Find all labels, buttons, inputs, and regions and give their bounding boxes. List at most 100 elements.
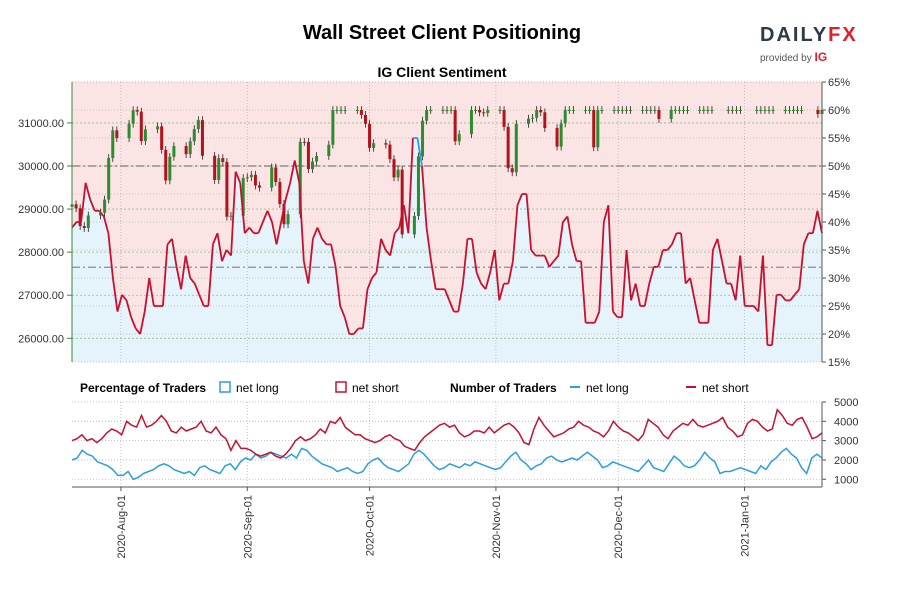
- sentiment-line-segment: [80, 182, 87, 223]
- sentiment-line-segment: [621, 249, 628, 318]
- sentiment-line-segment: [307, 238, 314, 284]
- candle-body: [213, 155, 217, 180]
- candle-body: [588, 110, 592, 111]
- sentiment-line-segment: [275, 221, 282, 245]
- candle-body: [571, 110, 575, 111]
- candle-body: [539, 110, 543, 113]
- y-right-tick-label: 25%: [828, 301, 850, 313]
- x-tick-label: 2020-Nov-01: [491, 495, 503, 559]
- candle-body: [188, 141, 192, 155]
- sentiment-line-segment: [498, 283, 505, 301]
- sentiment-line-segment: [421, 165, 428, 228]
- sentiment-line-segment: [489, 249, 496, 273]
- sentiment-line-segment: [262, 210, 269, 223]
- candle-body: [400, 169, 404, 235]
- sentiment-line-segment: [389, 233, 396, 256]
- candle-body: [763, 110, 767, 111]
- sentiment-line-segment: [593, 311, 601, 324]
- sentiment-line-segment: [689, 277, 696, 301]
- x-tick-label: 2020-Oct-01: [365, 495, 377, 556]
- candle-body: [698, 110, 702, 111]
- candle-body: [416, 156, 420, 216]
- candle-body: [453, 110, 457, 142]
- net-short-area: [72, 82, 822, 346]
- candle-body: [368, 123, 372, 148]
- y-right-tick-label: 50%: [828, 161, 850, 173]
- candle-body: [771, 110, 775, 111]
- candle-body: [816, 110, 820, 115]
- candle-body: [131, 110, 135, 124]
- sentiment-line-segment: [707, 249, 714, 323]
- candle-body: [616, 110, 620, 111]
- candle-body: [86, 215, 90, 229]
- candle-body: [669, 110, 673, 119]
- sentiment-line-segment: [734, 255, 742, 301]
- sentiment-line-segment: [316, 227, 323, 240]
- candle-body: [478, 110, 482, 113]
- sentiment-line-segment: [543, 255, 551, 268]
- sentiment-line-segment: [716, 238, 723, 262]
- sentiment-line-segment: [648, 266, 655, 284]
- sentiment-line-segment: [234, 171, 242, 184]
- candle-body: [143, 129, 147, 142]
- sentiment-line-segment: [634, 283, 642, 307]
- candle-body: [286, 214, 290, 225]
- y-right-tick-label: 30%: [828, 273, 850, 285]
- sentiment-line-segment: [762, 255, 769, 346]
- sentiment-line-segment: [162, 244, 169, 307]
- candle-body: [241, 178, 245, 216]
- logo-brand-left: DAILY: [760, 24, 829, 46]
- candle-body: [645, 110, 649, 111]
- candle-body: [172, 146, 176, 157]
- sentiment-line-segment: [148, 277, 155, 307]
- logo-ig: IG: [814, 50, 828, 64]
- sentiment-line-segment: [121, 294, 128, 301]
- candle-body: [482, 112, 486, 114]
- candle-body: [706, 110, 710, 111]
- sentiment-line-segment: [771, 294, 778, 346]
- sentiment-line-segment: [143, 277, 151, 312]
- y-right-tick-label: 55%: [828, 133, 850, 145]
- sentiment-line-segment: [462, 238, 469, 284]
- candle-body: [796, 110, 800, 111]
- legend-pct-short-swatch: [335, 381, 347, 393]
- sentiment-line-segment: [548, 260, 555, 268]
- net-long-area: [72, 138, 822, 362]
- sentiment-line-segment: [493, 249, 501, 301]
- candle-body: [363, 114, 367, 124]
- sentiment-line-segment: [484, 272, 492, 290]
- y-left-tick-label: 30000.00: [18, 161, 64, 173]
- candle-body: [449, 110, 453, 111]
- count-line-net-long: [71, 447, 823, 481]
- candle-body: [702, 110, 706, 111]
- sentiment-line-segment: [507, 261, 514, 284]
- y-left-tick-label: 27000.00: [18, 290, 64, 302]
- sentiment-line-segment: [384, 249, 391, 257]
- sentiment-line-segment: [289, 160, 296, 183]
- candle-body: [567, 110, 571, 111]
- sentiment-line-segment: [402, 205, 410, 234]
- candle-body: [82, 226, 86, 229]
- candle-body: [535, 110, 539, 118]
- candle-body: [584, 110, 588, 111]
- sentiment-line-segment: [812, 210, 819, 234]
- candle-body: [677, 110, 681, 111]
- candle-body: [514, 123, 518, 173]
- sentiment-line-segment: [571, 244, 578, 262]
- sentiment-line-segment: [175, 266, 182, 290]
- candle-body: [335, 110, 339, 111]
- candle-body: [99, 212, 103, 216]
- sentiment-line-segment: [816, 210, 823, 234]
- legend-pct-long: net long: [236, 381, 279, 395]
- candle-body: [168, 156, 172, 181]
- y-right-tick-label: 45%: [828, 189, 850, 201]
- sentiment-line-segment: [244, 227, 250, 234]
- sentiment-line-segment: [516, 193, 523, 206]
- sentiment-line-segment: [607, 205, 614, 312]
- candle-body: [253, 174, 257, 186]
- sentiment-panel: 26000.00 27000.00 28000.00 29000.00 30000.00…: [18, 77, 850, 369]
- candle-body: [531, 117, 535, 119]
- candle-body: [343, 110, 347, 111]
- candle-body: [412, 215, 416, 235]
- candle-body: [441, 110, 445, 111]
